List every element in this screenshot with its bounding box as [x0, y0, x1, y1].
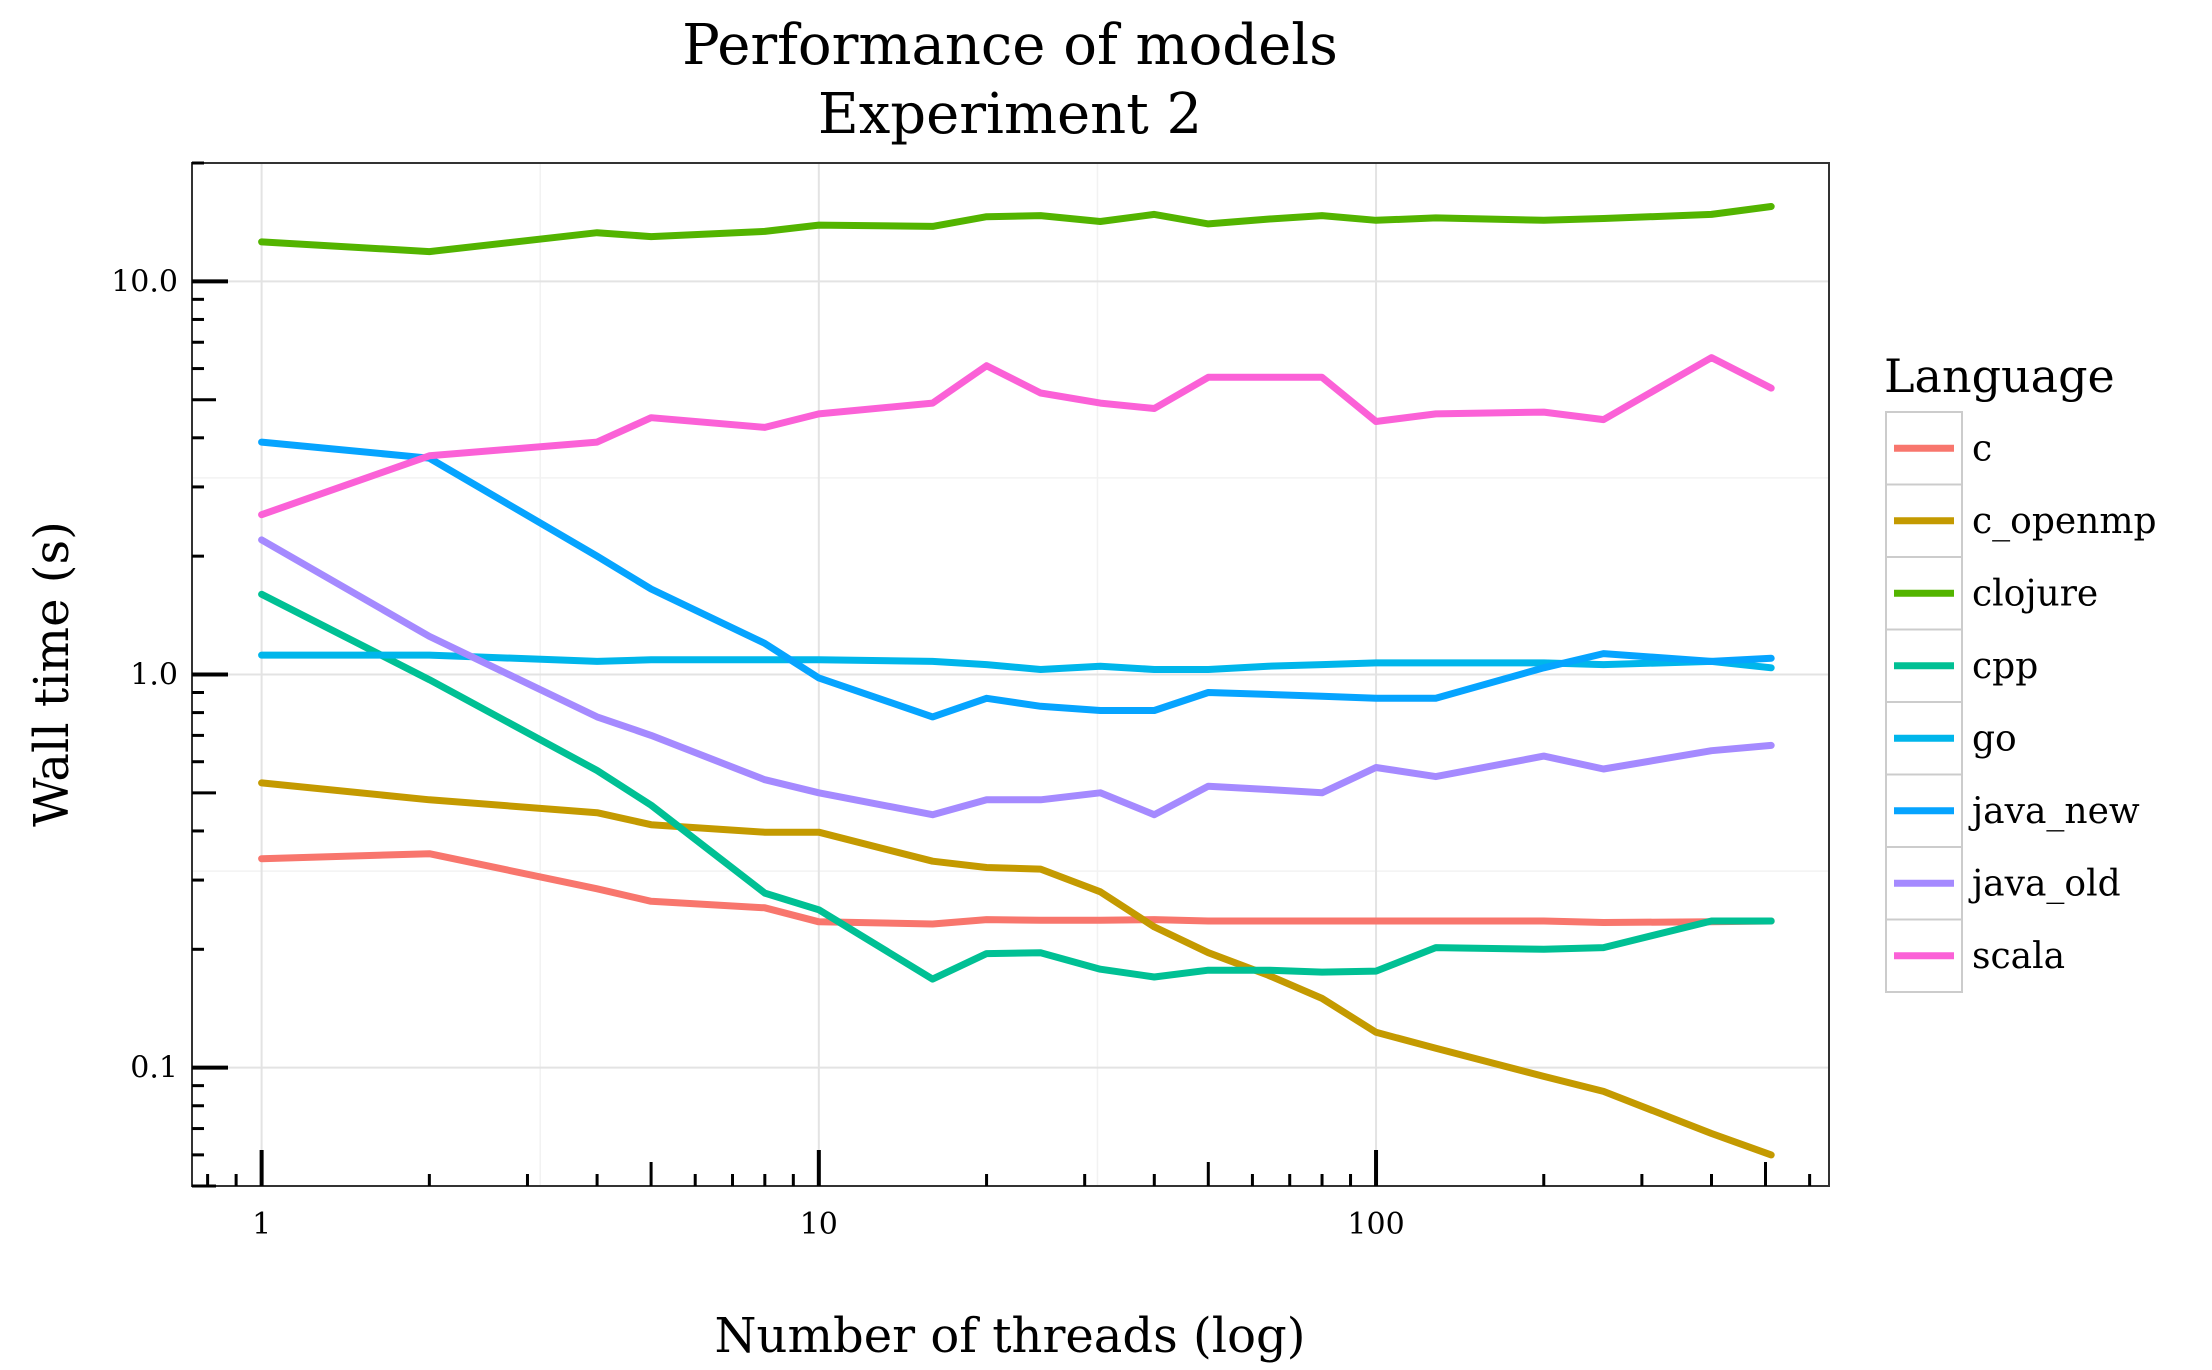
legend-label: go	[1972, 718, 2017, 759]
series-line-go	[258, 651, 1775, 673]
series-line-c	[258, 850, 1775, 928]
series-line-c-openmp	[258, 779, 1775, 1159]
axes: 1 10 100 0.1 1.0 10.0	[111, 161, 1812, 1242]
y-tick-label: 10.0	[111, 264, 178, 299]
series-line-cpp	[258, 590, 1775, 983]
legend-label: c_openmp	[1972, 501, 2157, 542]
y-axis-title: Wall time (s)	[24, 521, 80, 827]
series-line-java-old	[258, 536, 1775, 819]
x-tick-label: 10	[800, 1207, 838, 1242]
legend-label: cpp	[1972, 646, 2038, 687]
series-line-scala	[258, 354, 1775, 519]
x-tick-label: 1	[252, 1207, 271, 1242]
legend-label: java_old	[1968, 863, 2121, 904]
legend-label: c	[1972, 428, 1992, 469]
x-tick-label: 100	[1347, 1207, 1404, 1242]
chart-title-line-2: Experiment 2	[818, 82, 1202, 147]
legend-label: scala	[1972, 936, 2065, 977]
y-tick-label: 0.1	[130, 1051, 178, 1086]
series-line-java-new	[258, 438, 1775, 721]
legend-label: clojure	[1972, 573, 2098, 614]
series-lines	[258, 203, 1775, 1159]
series-line-clojure	[258, 203, 1775, 256]
legend-title: Language	[1884, 349, 2115, 403]
chart-title-line-1: Performance of models	[682, 13, 1338, 78]
x-axis-title: Number of threads (log)	[715, 1308, 1306, 1364]
y-tick-label: 1.0	[130, 658, 178, 693]
grid	[192, 163, 1829, 1186]
legend-label: java_new	[1968, 791, 2140, 832]
